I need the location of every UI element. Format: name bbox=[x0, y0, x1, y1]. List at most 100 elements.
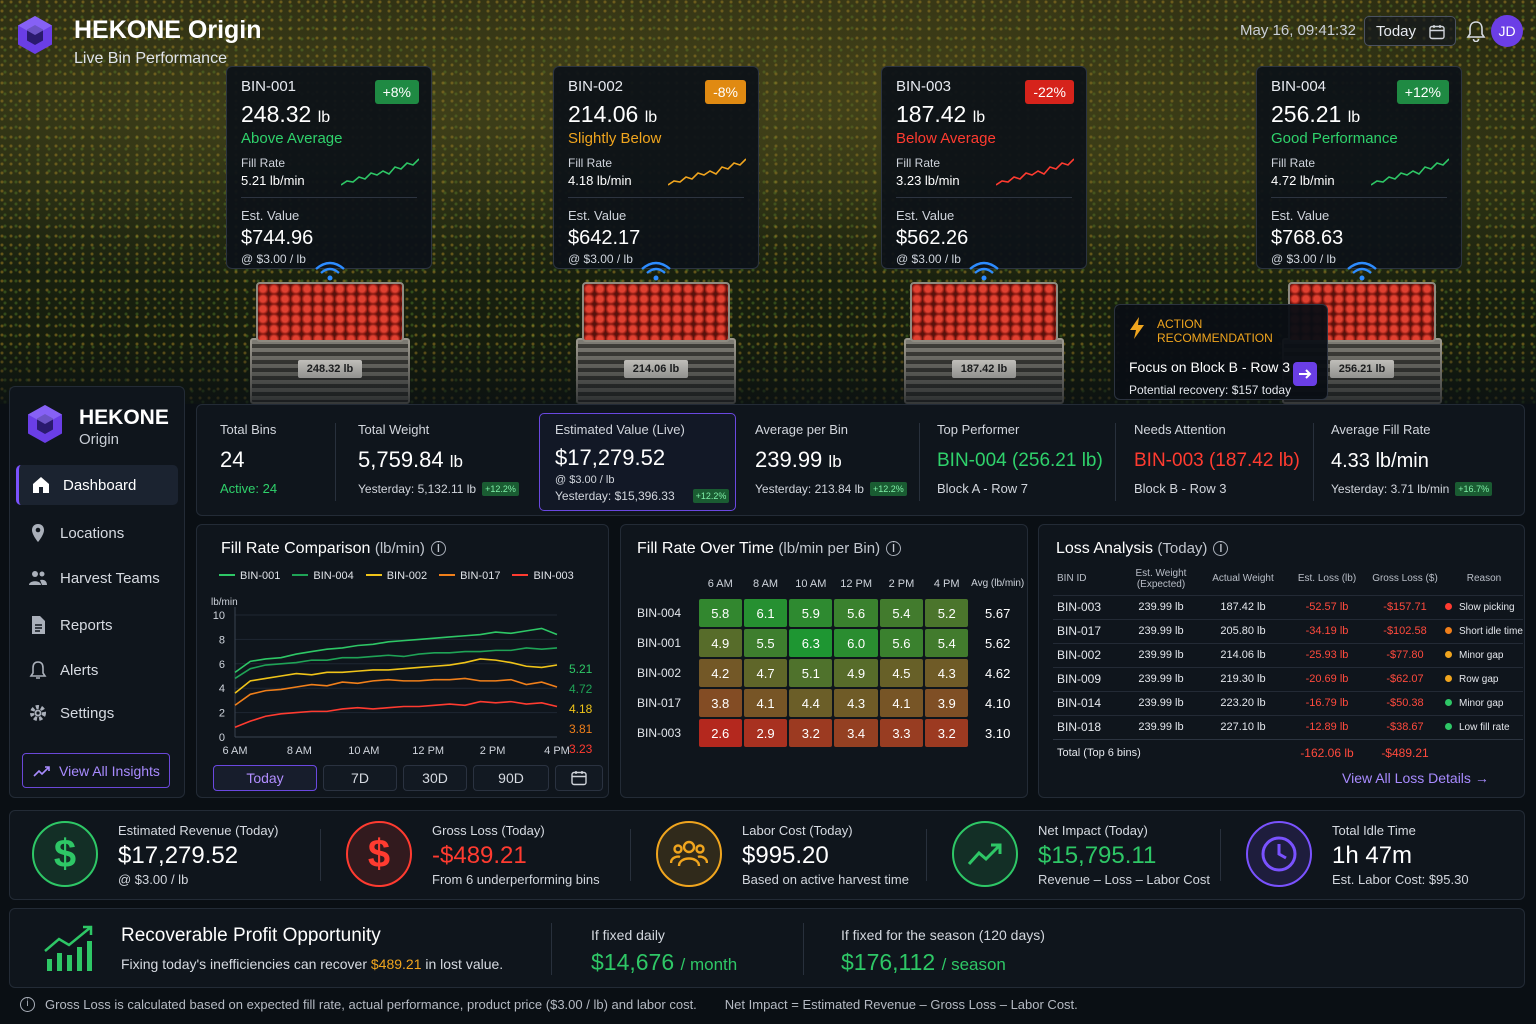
bin-weight: 214.06 lb bbox=[568, 101, 658, 127]
calendar-icon bbox=[571, 771, 587, 786]
crate-body bbox=[576, 338, 736, 404]
crate-body bbox=[250, 338, 410, 404]
apple-bin-crate: 248.32 lb bbox=[250, 282, 410, 404]
heatmap-cell: 5.8 bbox=[698, 599, 742, 627]
heatmap-cell: 6.3 bbox=[789, 629, 833, 657]
range-button-today[interactable]: Today bbox=[213, 765, 317, 791]
clock-icon bbox=[1246, 821, 1312, 887]
custom-range-button[interactable] bbox=[555, 765, 603, 791]
divider bbox=[1271, 197, 1447, 198]
kpi-sub: From 6 underperforming bins bbox=[432, 872, 600, 887]
bin-card-2[interactable]: BIN-002 -8% 214.06 lb Slightly Below Fil… bbox=[553, 66, 759, 269]
heatmap-table: 6 AM 8 AM 10 AM 12 PM 2 PM 4 PM Avg (lb/min) BI… bbox=[635, 569, 1027, 749]
sidebar-item-reports[interactable]: Reports bbox=[16, 605, 178, 645]
heatmap-cell: 6.1 bbox=[743, 599, 788, 627]
fill-rate-value: 3.23 lb/min bbox=[896, 173, 960, 188]
range-button-30d[interactable]: 30D bbox=[403, 765, 467, 791]
loss-row[interactable]: BIN-003 239.99 lb 187.42 lb -52.57 lb -$… bbox=[1053, 594, 1523, 619]
heatmap-cell: 5.9 bbox=[789, 599, 833, 627]
info-icon: i bbox=[20, 997, 35, 1012]
sidebar-item-label: Settings bbox=[60, 704, 115, 722]
heatmap-cell: 5.5 bbox=[743, 629, 788, 657]
loss-column-header: BIN ID bbox=[1057, 573, 1087, 585]
divider bbox=[926, 829, 927, 881]
legend-item: BIN-017 bbox=[439, 570, 500, 582]
action-recommendation[interactable]: ACTION RECOMMENDATION Focus on Block B -… bbox=[1114, 304, 1328, 400]
loss-expected: 239.99 lb bbox=[1121, 690, 1197, 715]
heatmap-time-header: 10 AM bbox=[795, 578, 827, 590]
info-icon[interactable]: i bbox=[886, 540, 902, 556]
stat-label: Top Performer bbox=[937, 422, 1020, 437]
y-tick-label: 4 bbox=[219, 683, 225, 695]
price-per-lb: @ $3.00 / lb bbox=[896, 252, 961, 266]
heatmap-avg: 4.10 bbox=[985, 695, 1011, 711]
date-range-button[interactable]: Today bbox=[1364, 16, 1456, 46]
sidebar-item-harvest-teams[interactable]: Harvest Teams bbox=[16, 558, 178, 598]
wifi-signal-icon bbox=[641, 261, 671, 281]
loss-column-header: Est. Weight (Expected) bbox=[1135, 567, 1187, 590]
info-icon[interactable]: i bbox=[430, 540, 446, 556]
info-icon[interactable]: i bbox=[1213, 540, 1229, 556]
legend-item: BIN-003 bbox=[512, 570, 573, 582]
divider bbox=[1313, 423, 1314, 501]
kpi-net-impact-today: Net Impact (Today) $15,795.11 Revenue – … bbox=[930, 811, 1230, 901]
notification-bell-icon[interactable] bbox=[1466, 20, 1486, 42]
sidebar-item-locations[interactable]: Locations bbox=[16, 513, 178, 553]
app-title: HEKONE Origin bbox=[74, 16, 262, 44]
heatmap-time-header: 4 PM bbox=[933, 578, 960, 590]
loss-row[interactable]: BIN-009 239.99 lb 219.30 lb -20.69 lb -$… bbox=[1053, 666, 1523, 691]
loss-actual: 227.10 lb bbox=[1197, 714, 1285, 739]
y-tick-label: 8 bbox=[219, 634, 225, 646]
kpi-sub: Revenue – Loss – Labor Cost bbox=[1038, 872, 1210, 887]
sidebar-item-label: Dashboard bbox=[63, 476, 137, 494]
range-selector: Today 7D 30D 90D bbox=[213, 765, 603, 791]
bin-card-3[interactable]: BIN-003 -22% 187.42 lb Below Average Fil… bbox=[881, 66, 1087, 269]
heatmap-row: BIN-017 3.8 4.1 4.4 4.3 4.1 3.9 4.10 bbox=[637, 689, 1025, 717]
hekone-logo-icon bbox=[28, 405, 62, 443]
heatmap-row: BIN-002 4.2 4.7 5.1 4.9 4.5 4.3 4.62 bbox=[637, 659, 1025, 687]
trend-up-icon bbox=[33, 765, 50, 777]
loss-row[interactable]: BIN-018 239.99 lb 227.10 lb -12.89 lb -$… bbox=[1053, 714, 1523, 739]
loss-row[interactable]: BIN-002 239.99 lb 214.06 lb -25.93 lb -$… bbox=[1053, 642, 1523, 667]
range-button-90d[interactable]: 90D bbox=[473, 765, 549, 791]
change-badge: +12.2% bbox=[482, 482, 519, 496]
kpi-label: Labor Cost (Today) bbox=[742, 823, 853, 838]
wifi-signal-icon bbox=[315, 261, 345, 281]
divider bbox=[919, 423, 920, 501]
fill-rate-heatmap-panel: Fill Rate Over Time (lb/min per Bin) i 6 … bbox=[620, 524, 1028, 798]
crate-weight-tag: 248.32 lb bbox=[298, 360, 362, 378]
loss-reason: Slow picking bbox=[1441, 594, 1523, 619]
bin-card-1[interactable]: BIN-001 +8% 248.32 lb Above Average Fill… bbox=[226, 66, 432, 269]
loss-reason: Row gap bbox=[1441, 666, 1523, 691]
sidebar-item-settings[interactable]: Settings bbox=[16, 693, 178, 733]
sidebar-item-alerts[interactable]: Alerts bbox=[16, 650, 178, 690]
status-dot bbox=[1445, 722, 1452, 730]
loss-expected: 239.99 lb bbox=[1121, 594, 1197, 619]
footer-note-1: Gross Loss is calculated based on expect… bbox=[45, 997, 697, 1012]
sidebar-item-label: Harvest Teams bbox=[60, 569, 160, 587]
series-line-bin-003 bbox=[234, 700, 558, 728]
status-dot bbox=[1445, 674, 1452, 682]
range-button-7d[interactable]: 7D bbox=[323, 765, 397, 791]
heatmap-cell: 3.9 bbox=[925, 689, 969, 717]
user-avatar[interactable]: JD bbox=[1491, 15, 1523, 47]
x-tick-label: 6 AM bbox=[222, 745, 247, 757]
heatmap-row: BIN-004 5.8 6.1 5.9 5.6 5.4 5.2 5.67 bbox=[637, 599, 1025, 627]
kpi-estimated-revenue-today: $ Estimated Revenue (Today) $17,279.52 @… bbox=[10, 811, 310, 901]
sidebar-item-dashboard[interactable]: Dashboard bbox=[16, 465, 178, 505]
action-go-button[interactable] bbox=[1293, 362, 1317, 386]
season-value: $176,112 / season bbox=[841, 949, 1006, 975]
loss-row[interactable]: BIN-017 239.99 lb 205.80 lb -34.19 lb -$… bbox=[1053, 618, 1523, 643]
bin-card-4[interactable]: BIN-004 +12% 256.21 lb Good Performance … bbox=[1256, 66, 1462, 269]
view-all-insights-button[interactable]: View All Insights bbox=[22, 753, 170, 788]
loss-column-header: Gross Loss ($) bbox=[1372, 573, 1438, 585]
kpi-label: Estimated Revenue (Today) bbox=[118, 823, 279, 838]
divider bbox=[241, 197, 417, 198]
price-per-lb: @ $3.00 / lb bbox=[1271, 252, 1336, 266]
loss-expected: 239.99 lb bbox=[1121, 618, 1197, 643]
view-all-loss-link[interactable]: View All Loss Details → bbox=[1342, 770, 1489, 786]
kpi-value: 1h 47m bbox=[1332, 842, 1413, 869]
heatmap-bin-id: BIN-004 bbox=[637, 606, 682, 620]
loss-row[interactable]: BIN-014 239.99 lb 223.20 lb -16.79 lb -$… bbox=[1053, 690, 1523, 715]
sparkline bbox=[996, 158, 1074, 186]
